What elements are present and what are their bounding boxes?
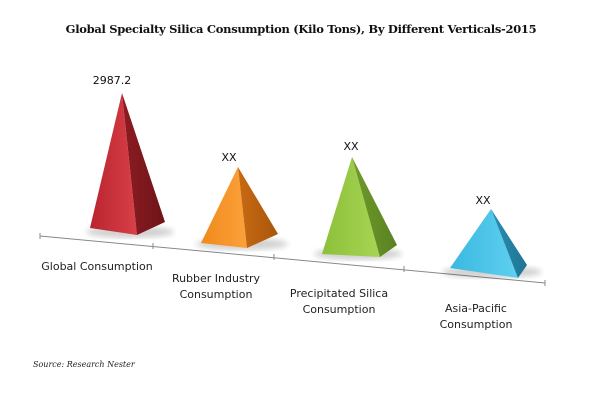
chart-title: Global Specialty Silica Consumption (Kil… bbox=[65, 22, 537, 36]
data-label-precipitated: XX bbox=[343, 140, 359, 153]
category-label-rubber-2: Consumption bbox=[180, 288, 253, 301]
category-label-precipitated-1: Precipitated Silica bbox=[290, 287, 388, 300]
category-label-asia-1: Asia-Pacific bbox=[445, 302, 507, 315]
pyramid-rubber-industry bbox=[196, 167, 288, 250]
category-label-precipitated-2: Consumption bbox=[303, 303, 376, 316]
pyramid-asia-pacific bbox=[442, 209, 542, 278]
pyramid-global-consumption bbox=[86, 93, 174, 238]
category-label-rubber-1: Rubber Industry bbox=[172, 272, 261, 285]
pyramid-precipitated-silica bbox=[314, 157, 402, 260]
data-label-rubber: XX bbox=[221, 151, 237, 164]
category-label-asia-2: Consumption bbox=[440, 318, 513, 331]
category-label-global: Global Consumption bbox=[41, 260, 152, 273]
data-label-global: 2987.2 bbox=[93, 74, 132, 87]
data-label-asia-pacific: XX bbox=[475, 194, 491, 207]
source-note: Source: Research Nester bbox=[33, 360, 135, 369]
